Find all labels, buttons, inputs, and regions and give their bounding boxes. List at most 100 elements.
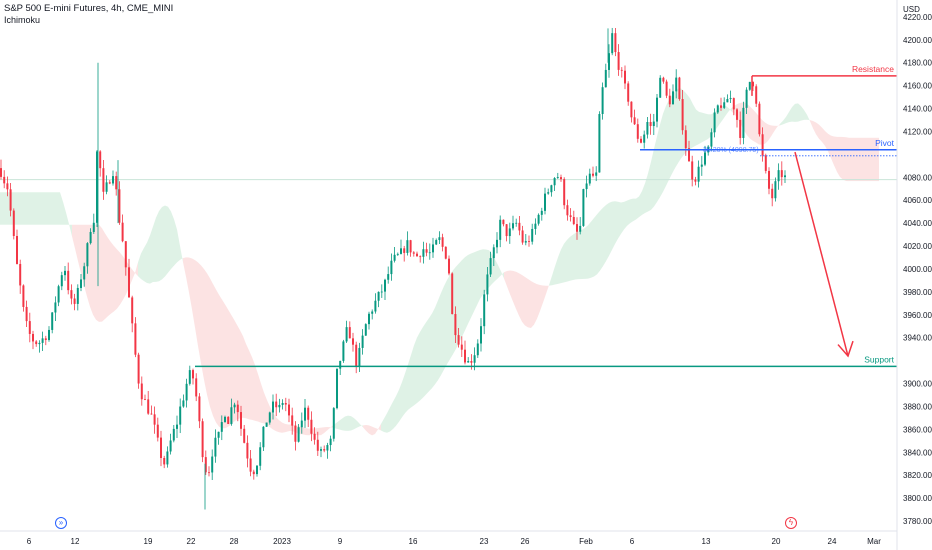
candle-body	[428, 252, 431, 254]
cloud-segment	[69, 224, 72, 237]
candle-body	[611, 33, 614, 54]
cloud-segment	[753, 109, 756, 143]
candle-body	[544, 193, 546, 211]
cloud-segment	[510, 270, 513, 302]
candle-body	[339, 360, 342, 369]
candle-body	[761, 134, 764, 156]
cloud-segment	[567, 236, 570, 282]
cloud-segment	[255, 364, 258, 422]
cloud-segment	[828, 133, 831, 159]
cloud-segment	[648, 161, 651, 212]
cloud-segment	[369, 425, 372, 436]
cloud-segment	[573, 232, 576, 281]
candle-body	[304, 407, 306, 421]
candle-body	[681, 99, 684, 131]
cloud-segment	[279, 420, 282, 433]
cloud-segment	[726, 105, 729, 116]
cloud-segment	[36, 192, 39, 225]
candle-body	[342, 341, 345, 361]
time-tick-label: 19	[144, 537, 153, 546]
cloud-segment	[234, 319, 237, 422]
candle-body	[256, 465, 258, 475]
cloud-segment	[657, 124, 660, 203]
candle-body	[16, 235, 18, 264]
cloud-segment	[669, 95, 672, 180]
cloud-segment	[402, 373, 405, 418]
candle-body	[576, 224, 578, 232]
candle-body	[313, 433, 316, 440]
cloud-segment	[438, 293, 441, 381]
cloud-segment	[693, 104, 696, 148]
cloud-segment	[558, 249, 561, 284]
candle-body	[662, 77, 665, 82]
candle-body	[659, 77, 662, 98]
projection-arrow	[794, 151, 849, 357]
candle-body	[348, 327, 351, 339]
candle-body	[220, 422, 223, 432]
calendar-forward-icon[interactable]: »	[55, 517, 67, 529]
cloud-segment	[192, 258, 195, 328]
cloud-segment	[747, 103, 750, 139]
cloud-segment	[843, 137, 846, 182]
cloud-segment	[381, 418, 384, 432]
cloud-segment	[54, 192, 57, 225]
candle-body	[560, 177, 562, 180]
candle-body	[102, 168, 105, 192]
cloud-segment	[327, 426, 330, 431]
cloud-segment	[552, 266, 555, 286]
candle-body	[150, 413, 153, 415]
candle-body	[259, 447, 262, 466]
candle-body	[755, 86, 758, 104]
candle-body	[83, 266, 86, 280]
candle-body	[9, 189, 12, 211]
candle-body	[518, 222, 521, 231]
candle-body	[684, 130, 687, 149]
cloud-segment	[474, 251, 477, 312]
cloud-segment	[696, 109, 699, 146]
candle-body	[297, 427, 300, 442]
candle-body	[73, 298, 76, 304]
cloud-segment	[66, 212, 69, 225]
cloud-segment	[618, 201, 621, 239]
candle-body	[748, 81, 751, 90]
cloud-segment	[159, 206, 162, 282]
candle-body	[172, 428, 175, 441]
candle-body	[425, 249, 428, 253]
candle-body	[556, 177, 559, 179]
cloud-segment	[417, 332, 420, 404]
price-tick-label: 4120.00	[903, 127, 932, 136]
candle-body	[179, 406, 182, 425]
cloud-segment	[357, 420, 360, 428]
candle-body	[694, 179, 697, 182]
time-axis[interactable]: 6 12 19 22 28 2023 9 16 23 26 Feb 6 13 20 24 Mar	[0, 530, 897, 546]
candle-body	[470, 361, 473, 363]
candle-body	[224, 416, 226, 423]
cloud-segment	[273, 412, 276, 432]
cloud-segment	[825, 131, 828, 152]
cloud-segment	[120, 252, 123, 305]
cloud-segment	[447, 274, 450, 365]
lightning-icon[interactable]: ϟ	[785, 517, 797, 529]
cloud-segment	[108, 238, 111, 317]
cloud-segment	[264, 392, 267, 425]
candle-body	[528, 241, 530, 242]
candle-body	[640, 138, 642, 143]
candle-body	[595, 172, 598, 176]
cloud-segment	[822, 127, 825, 146]
price-tick-label: 4060.00	[903, 196, 932, 205]
cloud-segment	[162, 205, 165, 280]
cloud-segment	[609, 201, 612, 256]
cloud-segment	[480, 249, 483, 299]
cloud-segment	[615, 201, 618, 244]
cloud-segment	[819, 124, 822, 142]
cloud-segment	[210, 278, 213, 416]
time-tick-label: 24	[828, 537, 837, 546]
cloud-segment	[240, 330, 243, 419]
price-tick-label: 4020.00	[903, 242, 932, 251]
candle-body	[777, 170, 780, 182]
candle-body	[310, 419, 313, 434]
cloud-segment	[600, 207, 603, 271]
candle-body	[409, 240, 412, 253]
